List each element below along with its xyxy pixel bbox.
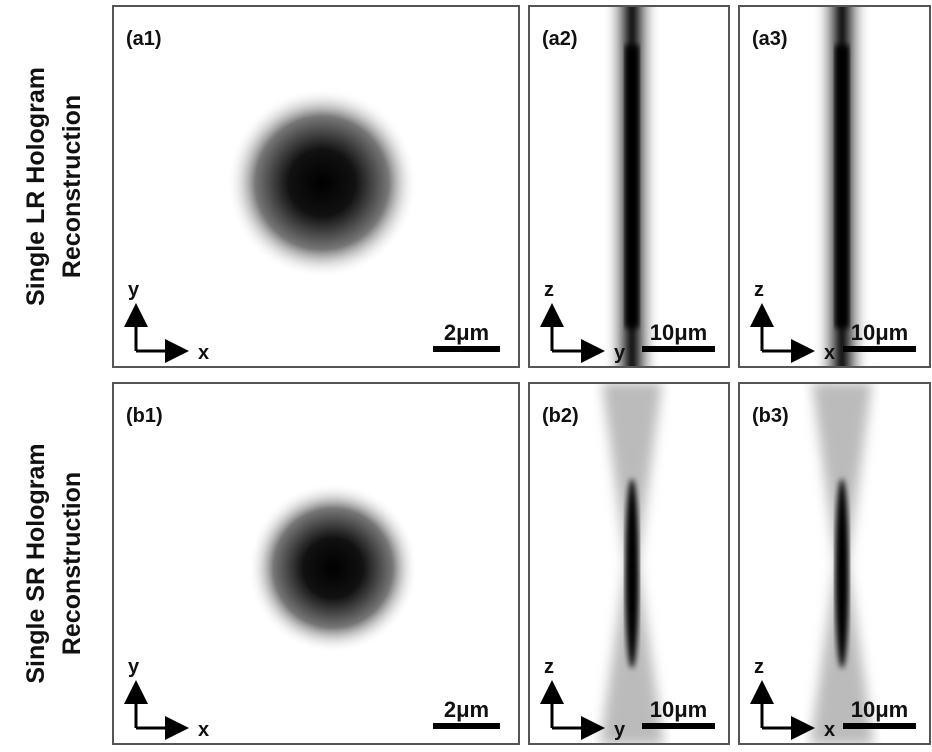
panel-label: (a2) <box>542 28 578 50</box>
panel: (b3) z x 10μm <box>738 382 931 745</box>
panel: (a3) z x 10μm <box>738 5 931 368</box>
beam-core <box>835 478 849 669</box>
beam-core <box>835 45 849 328</box>
panel: (a1) y x 2μm <box>112 5 520 368</box>
panel: (a2) z y 10μm <box>528 5 730 368</box>
beam-core <box>625 45 639 328</box>
panel-border <box>112 5 520 368</box>
axis-label: z <box>754 279 764 301</box>
spot <box>248 483 418 653</box>
scale-bar-label: 2μm <box>444 697 489 722</box>
row-label: Reconstruction <box>58 472 86 655</box>
axis-label: y <box>128 656 140 678</box>
panel-border <box>528 382 730 745</box>
scale-bar-label: 10μm <box>851 697 909 722</box>
panel-label: (b2) <box>542 405 579 427</box>
panel: (b2) z y 10μm <box>528 382 730 745</box>
panel-border <box>738 5 931 368</box>
panel-image <box>814 5 870 368</box>
panel-image <box>248 483 418 653</box>
panel-image <box>810 382 874 745</box>
panel-border <box>112 382 520 745</box>
panel-image <box>227 88 417 278</box>
axis-label: y <box>614 342 626 364</box>
panel-label: (a1) <box>126 28 162 50</box>
axis-label: x <box>824 719 835 741</box>
axis-label: y <box>128 279 140 301</box>
axis-label: x <box>198 719 209 741</box>
panel-image <box>600 382 664 745</box>
panel: (b1) y x 2μm <box>112 382 520 745</box>
beam-core <box>625 478 639 669</box>
axis-label: z <box>544 656 554 678</box>
row-label: Single LR Hologram <box>22 67 50 306</box>
axis-label: x <box>824 342 835 364</box>
scale-bar-label: 10μm <box>650 320 708 345</box>
spot <box>227 88 417 278</box>
row-label: Reconstruction <box>58 95 86 278</box>
scale-bar-label: 2μm <box>444 320 489 345</box>
panel-border <box>528 5 730 368</box>
panel-border <box>738 382 931 745</box>
panel-label: (a3) <box>752 28 788 50</box>
panel-image <box>604 5 660 368</box>
scale-bar-label: 10μm <box>851 320 909 345</box>
scale-bar-label: 10μm <box>650 697 708 722</box>
axis-label: z <box>754 656 764 678</box>
panel-label: (b1) <box>126 405 163 427</box>
axis-label: x <box>198 342 209 364</box>
axis-label: y <box>614 719 626 741</box>
axis-label: z <box>544 279 554 301</box>
panel-label: (b3) <box>752 405 789 427</box>
row-label: Single SR Hologram <box>22 443 50 683</box>
